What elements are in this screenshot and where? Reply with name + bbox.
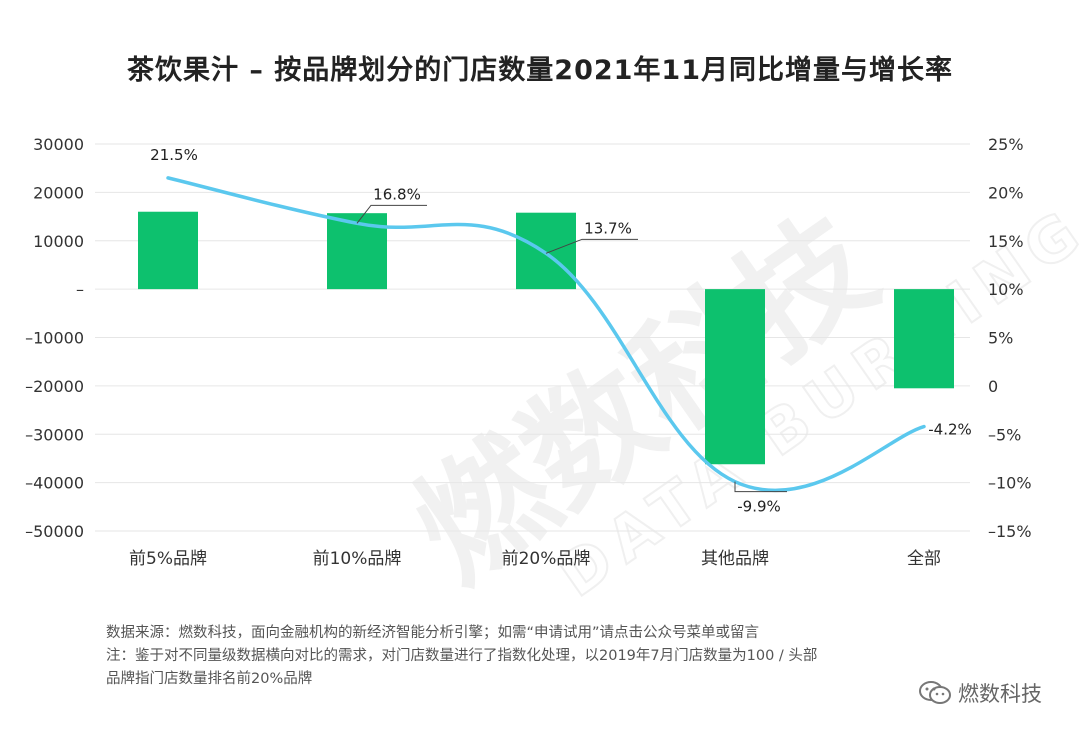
category-label: 全部 bbox=[907, 549, 941, 569]
footnotes: 数据来源：燃数科技，面向金融机构的新经济智能分析引擎；如需“申请试用”请点击公众… bbox=[106, 622, 926, 691]
right-tick-label: –10% bbox=[988, 474, 1032, 493]
right-tick-label: 15% bbox=[988, 232, 1024, 251]
wechat-icon bbox=[919, 681, 951, 704]
left-tick-label: –20000 bbox=[25, 377, 84, 396]
category-label: 前10%品牌 bbox=[313, 549, 402, 569]
chart-canvas: 燃数科技 DATA BURNING 300002000010000––10000… bbox=[25, 135, 1080, 600]
right-tick-label: 10% bbox=[988, 280, 1024, 299]
category-label: 其他品牌 bbox=[701, 549, 769, 569]
chart-title: 茶饮果汁 – 按品牌划分的门店数量2021年11月同比增量与增长率 bbox=[126, 55, 954, 86]
category-axis: 前5%品牌 前10%品牌 前20%品牌 其他品牌 全部 bbox=[129, 549, 941, 569]
left-tick-label: – bbox=[76, 280, 84, 299]
data-label: 16.8% bbox=[373, 185, 421, 203]
bar bbox=[516, 212, 576, 290]
note-line-3: 品牌指门店数量排名前20%品牌 bbox=[106, 671, 313, 687]
brand-footer: 燃数科技 bbox=[918, 678, 1042, 708]
bar bbox=[138, 211, 198, 290]
left-tick-label: 30000 bbox=[33, 135, 84, 154]
note-line-2: 注：鉴于对不同量级数据横向对比的需求，对门店数量进行了指数化处理，以2019年7… bbox=[106, 648, 818, 664]
left-tick-label: 20000 bbox=[33, 183, 84, 202]
right-tick-label: 5% bbox=[988, 329, 1013, 348]
left-tick-label: 10000 bbox=[33, 232, 84, 251]
brand-name: 燃数科技 bbox=[958, 682, 1042, 706]
left-tick-label: –50000 bbox=[25, 522, 84, 541]
right-axis: 25% 20% 15% 10% 5% 0 –5% –10% –15% bbox=[988, 135, 1032, 541]
bar bbox=[705, 289, 765, 465]
right-tick-label: 0 bbox=[988, 377, 998, 396]
data-label-leader bbox=[356, 204, 427, 224]
left-axis: 30000 20000 10000 – –10000 –20000 –30000 –40000… bbox=[25, 135, 84, 541]
left-tick-label: –40000 bbox=[25, 474, 84, 493]
bar bbox=[894, 289, 954, 389]
data-label: -9.9% bbox=[737, 498, 781, 516]
category-label: 前20%品牌 bbox=[502, 549, 591, 569]
note-line-1: 数据来源：燃数科技，面向金融机构的新经济智能分析引擎；如需“申请试用”请点击公众… bbox=[106, 625, 760, 641]
data-label-leader bbox=[734, 481, 787, 493]
bar-series bbox=[138, 211, 954, 465]
right-tick-label: –15% bbox=[988, 522, 1032, 541]
data-label: 21.5% bbox=[150, 146, 198, 164]
line-series: 21.5% 16.8% 13.7% -9.9% -4.2% bbox=[150, 146, 972, 516]
right-tick-label: –5% bbox=[988, 425, 1021, 444]
left-tick-label: –30000 bbox=[25, 425, 84, 444]
category-label: 前5%品牌 bbox=[129, 549, 207, 569]
growth-rate-line bbox=[166, 176, 926, 493]
data-label: -4.2% bbox=[928, 421, 972, 439]
right-tick-label: 25% bbox=[988, 135, 1024, 154]
right-tick-label: 20% bbox=[988, 183, 1024, 202]
left-tick-label: –10000 bbox=[25, 329, 84, 348]
data-label-leader bbox=[545, 238, 638, 254]
data-label: 13.7% bbox=[584, 219, 632, 237]
